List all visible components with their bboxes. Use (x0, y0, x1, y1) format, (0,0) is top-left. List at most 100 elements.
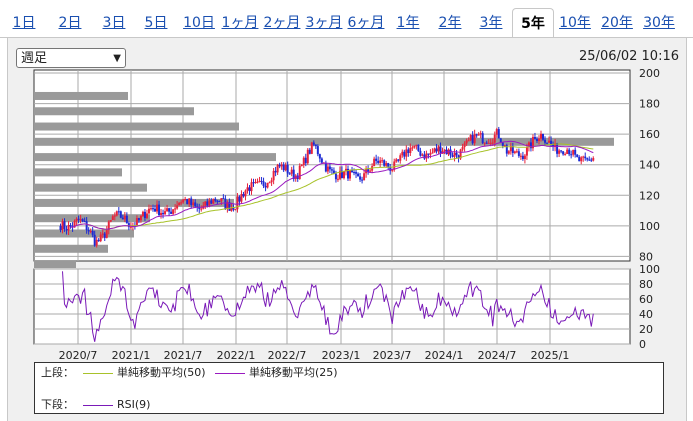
candle-body (560, 150, 563, 152)
tab-1y[interactable]: 1年 (396, 15, 420, 31)
tab-10d[interactable]: 10日 (183, 15, 215, 31)
candle-body (270, 180, 273, 183)
candle-body (588, 159, 591, 161)
candle-body (286, 164, 289, 174)
candle-body (465, 140, 468, 144)
candle-body (493, 134, 496, 143)
x-tick-label: 2022/1 (217, 349, 256, 362)
candle-body (99, 234, 102, 242)
candle-body (65, 228, 68, 231)
period-tabs: 1日 2日 3日 5日 10日 1ヶ月 2ヶ月 3ヶ月 6ヶ月 1年 2年 3年… (0, 8, 693, 39)
tab-5d[interactable]: 5日 (144, 15, 168, 31)
tab-2m[interactable]: 2ヶ月 (263, 15, 301, 31)
candle-body (75, 218, 78, 222)
candle-body (548, 140, 551, 143)
candle-body (369, 170, 372, 172)
candle-body (166, 208, 169, 212)
candle-body (278, 164, 281, 167)
candle-body (59, 225, 62, 231)
rsi-y-tick-label: 20 (639, 323, 653, 336)
rsi-y-tick-label: 60 (639, 293, 653, 306)
candle-body (423, 154, 426, 159)
candle-body (188, 198, 191, 205)
candle-body (342, 171, 345, 179)
candle-body (425, 153, 428, 159)
x-tick-label: 2021/1 (112, 349, 151, 362)
candle-body (429, 153, 432, 155)
candle-body (218, 201, 221, 203)
candle-body (457, 155, 460, 159)
candle-body (463, 143, 466, 148)
candle-body (145, 213, 148, 219)
candle-body (226, 202, 229, 209)
candle-body (121, 217, 124, 220)
candle-body (101, 233, 104, 235)
candle-body (87, 230, 90, 232)
candle-body (527, 142, 530, 148)
tab-3m[interactable]: 3ヶ月 (305, 15, 343, 31)
price-y-tick-label: 140 (639, 159, 660, 172)
candle-body (539, 133, 542, 139)
candle-body (69, 225, 72, 227)
candle-body (375, 158, 378, 161)
candle-body (379, 160, 382, 163)
tab-3y[interactable]: 3年 (479, 15, 503, 31)
candle-body (580, 157, 583, 162)
ma50-line (80, 143, 594, 230)
candle-body (495, 129, 498, 135)
tab-1d[interactable]: 1日 (12, 15, 36, 31)
candle-body (391, 169, 394, 171)
candle-body (141, 211, 144, 217)
candle-body (568, 149, 571, 155)
candle-body (276, 164, 279, 173)
tab-5y[interactable]: 5年 (512, 8, 554, 39)
candle-body (584, 156, 587, 159)
candle-body (544, 139, 547, 143)
candle-body (537, 138, 540, 142)
candle-body (477, 134, 480, 136)
volume-profile-bar (34, 260, 76, 269)
candle-body (489, 142, 492, 144)
candle-body (521, 155, 524, 159)
price-y-tick-label: 80 (639, 250, 653, 263)
tab-6m[interactable]: 6ヶ月 (347, 15, 385, 31)
candle-body (210, 200, 213, 204)
price-y-tick-label: 100 (639, 220, 660, 233)
candle-body (67, 225, 70, 231)
legend-ma50-label: 単純移動平均(50) (117, 366, 206, 379)
candle-body (467, 140, 470, 142)
candle-body (552, 144, 555, 148)
candle-body (180, 202, 183, 204)
candle-body (105, 230, 108, 238)
tab-10y[interactable]: 10年 (559, 15, 591, 31)
candle-body (184, 199, 187, 201)
tab-2d[interactable]: 2日 (58, 15, 82, 31)
candle-body (338, 170, 341, 179)
candle-body (330, 169, 333, 171)
tab-1m[interactable]: 1ヶ月 (221, 15, 259, 31)
tab-3d[interactable]: 3日 (102, 15, 126, 31)
tab-20y[interactable]: 20年 (601, 15, 633, 31)
candle-body (95, 239, 98, 246)
candle-body (212, 198, 215, 204)
tab-2y[interactable]: 2年 (438, 15, 462, 31)
candle-body (208, 200, 211, 206)
period-select[interactable]: 週足 ▼ (16, 48, 126, 68)
candle-body (523, 155, 526, 159)
candle-body (182, 199, 185, 203)
volume-profile-bar (34, 122, 239, 131)
candle-body (433, 148, 436, 153)
candle-body (511, 145, 514, 153)
price-y-tick-label: 160 (639, 128, 660, 141)
tab-30y[interactable]: 30年 (643, 15, 675, 31)
candle-body (310, 142, 313, 154)
candle-body (439, 146, 442, 154)
candle-body (401, 151, 404, 156)
candle-body (491, 142, 494, 144)
candle-body (411, 147, 414, 149)
candle-body (427, 153, 430, 155)
candle-body (304, 157, 307, 164)
candle-body (499, 138, 502, 143)
candle-body (550, 140, 553, 145)
candle-body (437, 146, 440, 152)
